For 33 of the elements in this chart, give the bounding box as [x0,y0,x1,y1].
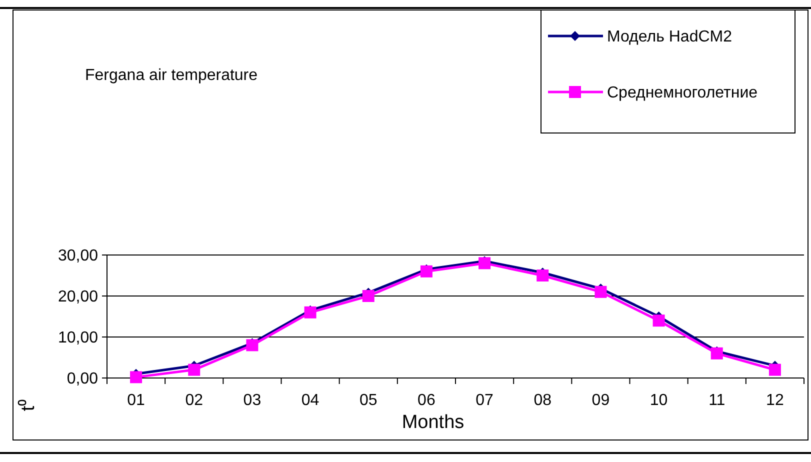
x-tick-label: 09 [592,392,610,409]
point [768,364,781,376]
point [652,314,665,327]
point [246,339,258,352]
x-tick-label: 05 [359,392,378,409]
point [478,257,491,270]
point [130,371,142,384]
x-tick-label: 10 [650,392,668,409]
y-tick-label: 10,00 [58,330,98,347]
x-tick-label: 04 [301,392,320,409]
y-axis-title: t⁰ [17,398,39,412]
x-axis-title: Months [402,412,464,433]
point [536,270,549,282]
y-tick-label: 30,00 [58,248,98,265]
point [304,306,316,318]
point [188,364,200,376]
x-tick-label: 02 [185,392,204,409]
y-tick-label: 20,00 [58,288,98,306]
point [594,286,607,298]
x-tick-label: 01 [127,392,146,409]
x-tick-label: 07 [476,392,494,409]
point [710,347,723,360]
x-tick-label: 12 [766,392,784,409]
point [362,290,374,302]
legend-label: Среднемноголетние [607,84,758,102]
x-tick-label: 08 [534,392,552,409]
point [420,265,432,278]
x-tick-label: 03 [243,392,262,409]
legend-label: Модель HadCM2 [607,28,732,46]
chart-title: Fergana air temperature [85,67,258,84]
x-tick-label: 11 [708,392,726,409]
x-tick-label: 06 [418,392,436,409]
y-tick-label: 0,00 [66,370,98,388]
